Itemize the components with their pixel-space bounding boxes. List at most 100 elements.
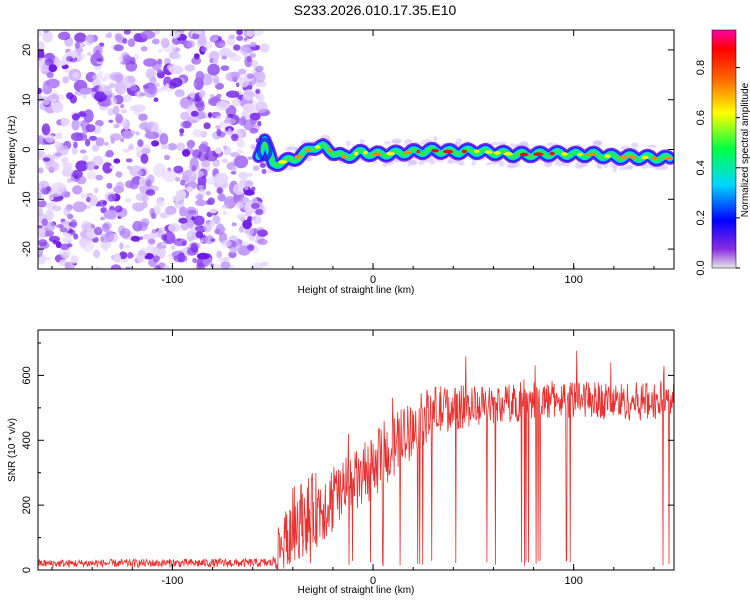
y-tick-label: 20 (21, 44, 33, 56)
noise-blob (228, 34, 236, 40)
signal-peak (416, 149, 421, 154)
noise-blob (221, 158, 228, 164)
noise-blob (115, 113, 123, 124)
noise-blob (81, 89, 87, 94)
noise-blob (187, 40, 196, 48)
noise-blob (194, 30, 201, 35)
snr-panel: -100 0 100 0 200 400 600 Height of straight li… (7, 329, 675, 596)
noise-blob (38, 136, 42, 141)
noise-blob (160, 85, 167, 91)
noise-blob (56, 224, 64, 229)
signal-halo (506, 163, 517, 169)
colorbar-label: Normalized spectral amplitude (740, 82, 750, 217)
noise-blob (195, 194, 204, 200)
signal-peak (586, 152, 597, 157)
noise-blob (159, 133, 169, 146)
noise-blob (152, 205, 161, 216)
noise-blob (186, 139, 196, 149)
signal-peak (431, 148, 439, 153)
noise-blob (195, 70, 205, 82)
noise-blob (101, 223, 110, 233)
noise-blob (59, 227, 68, 233)
noise-blob (221, 204, 230, 209)
noise-region (38, 30, 270, 269)
noise-blob (122, 148, 130, 153)
noise-blob (215, 125, 221, 130)
noise-blob (206, 191, 211, 196)
noise-blob (207, 112, 213, 118)
noise-blob (119, 251, 128, 260)
noise-blob (135, 131, 140, 136)
signal-peak (327, 148, 333, 153)
noise-blob (244, 37, 248, 41)
noise-blob (52, 205, 62, 212)
noise-blob (38, 200, 47, 208)
noise-blob (129, 85, 139, 92)
noise-blob (85, 161, 95, 171)
noise-blob (150, 262, 155, 267)
noise-blob (38, 48, 45, 61)
y-tick-label: -10 (21, 191, 33, 207)
noise-blob (195, 199, 207, 207)
noise-blob (209, 94, 215, 98)
noise-blob (209, 219, 216, 228)
noise-blob (176, 192, 184, 197)
noise-blob (191, 170, 204, 178)
noise-blob (191, 165, 197, 172)
noise-blob (200, 239, 204, 243)
noise-blob (192, 128, 203, 138)
noise-blob (119, 242, 124, 250)
noise-blob (144, 131, 160, 140)
noise-blob (80, 193, 86, 199)
colorbar: 0.0 0.2 0.4 0.6 0.8 Normalized spectral ampl… (695, 29, 750, 276)
signal-peak (664, 156, 673, 161)
noise-blob (170, 244, 176, 250)
noise-blob (114, 73, 124, 84)
noise-blob (198, 185, 204, 189)
signal-peak (403, 150, 413, 155)
noise-blob (44, 58, 54, 66)
noise-blob (51, 101, 64, 113)
noise-blob (110, 264, 122, 269)
noise-blob (80, 149, 87, 154)
noise-blob (197, 33, 207, 46)
signal-peak (461, 149, 467, 154)
noise-blob (80, 230, 86, 239)
noise-blob (95, 137, 105, 147)
page-title: S233.2026.010.17.35.E10 (293, 2, 457, 18)
noise-blob (73, 141, 78, 149)
noise-blob (234, 155, 249, 169)
noise-blob (223, 146, 232, 156)
signal-peak (493, 151, 501, 155)
noise-blob (42, 30, 53, 43)
colorbar-tick-label: 0.8 (695, 60, 707, 75)
noise-blob (91, 144, 100, 152)
noise-blob (113, 253, 121, 263)
noise-blob (236, 82, 240, 88)
noise-blob (48, 189, 62, 198)
noise-blob (82, 155, 89, 161)
noise-blob (207, 63, 220, 76)
x-tick-label: 0 (370, 575, 376, 587)
signal-halo (457, 160, 465, 166)
snr-series-line (38, 350, 674, 570)
noise-blob (242, 219, 253, 230)
noise-blob (62, 76, 70, 84)
noise-blob (231, 222, 236, 227)
noise-blob (242, 103, 254, 112)
noise-blob (167, 167, 172, 172)
noise-blob (104, 72, 111, 80)
noise-blob (175, 177, 181, 182)
noise-blob (149, 230, 159, 239)
noise-blob (146, 244, 155, 254)
noise-blob (246, 244, 255, 251)
noise-blob (80, 220, 92, 231)
noise-blob (69, 94, 78, 104)
noise-blob (153, 163, 166, 178)
noise-blob (104, 230, 115, 243)
signal-halo (359, 139, 365, 144)
noise-blob (167, 143, 178, 151)
signal-halo (404, 138, 413, 145)
noise-blob (46, 71, 54, 79)
noise-blob (44, 230, 55, 237)
